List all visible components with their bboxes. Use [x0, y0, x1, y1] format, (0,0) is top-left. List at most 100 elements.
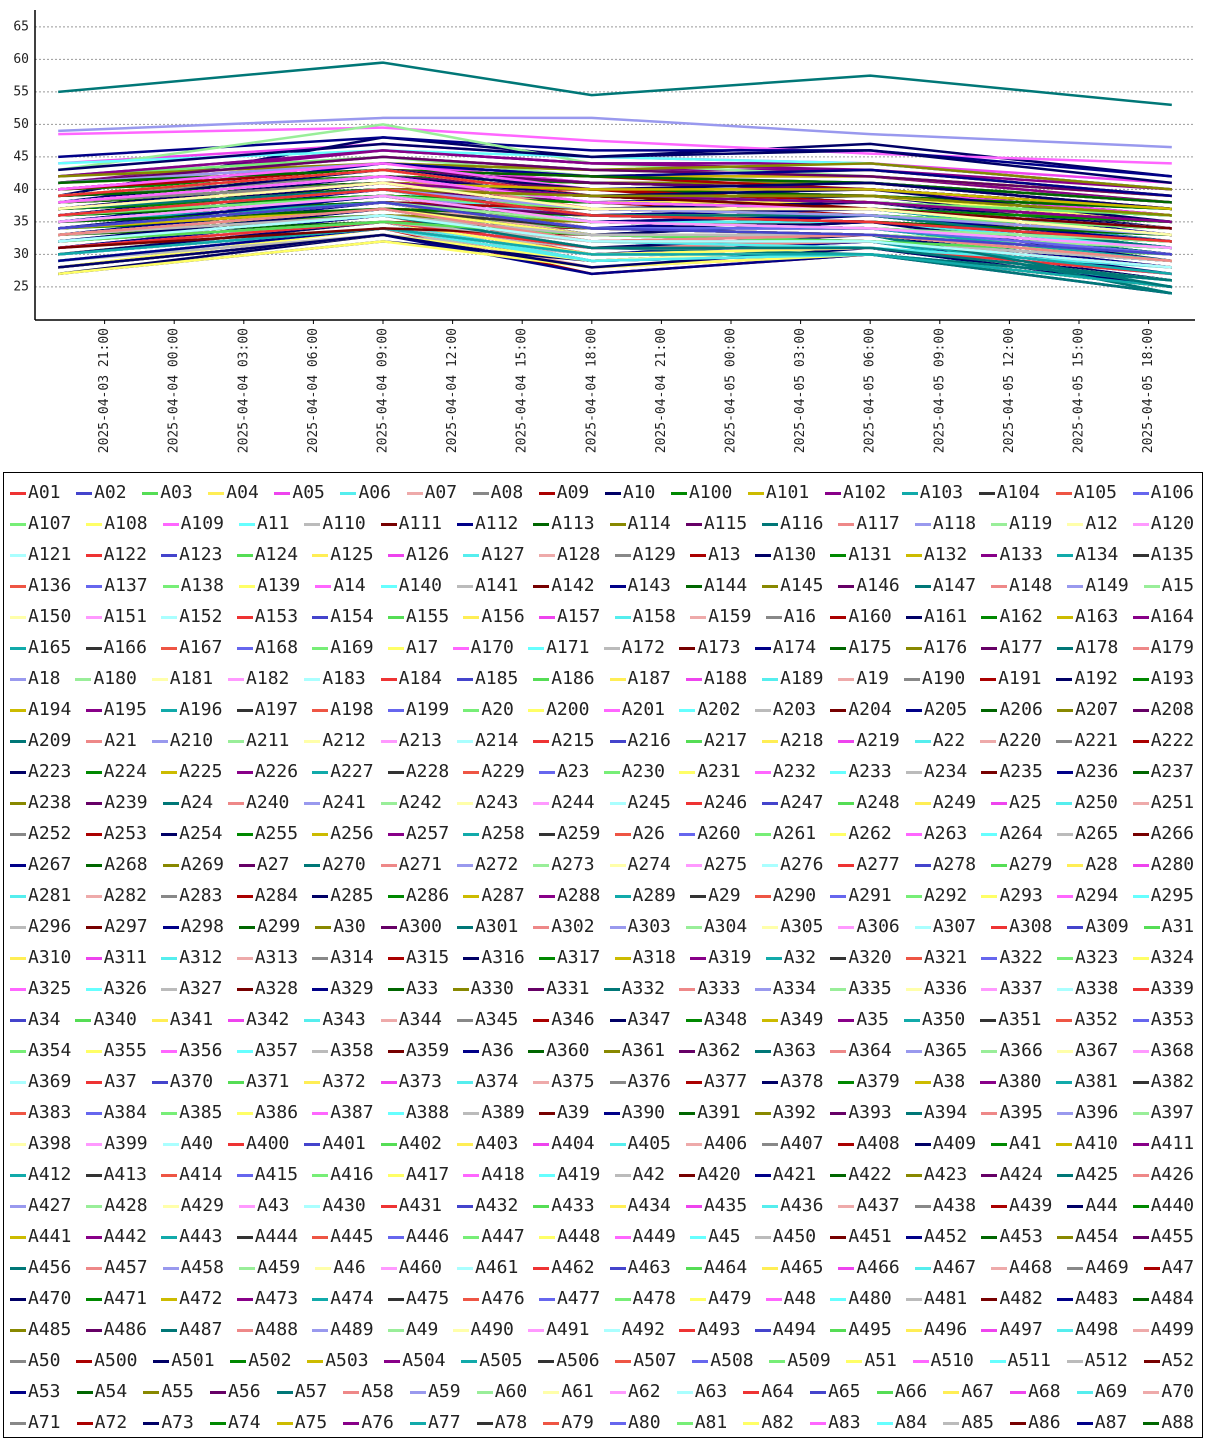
- legend-label: A157: [556, 606, 601, 627]
- legend-item: A09: [538, 477, 589, 508]
- legend-label: A125: [330, 544, 374, 565]
- legend-item: A171: [528, 632, 589, 663]
- legend-swatch: [690, 1297, 707, 1301]
- legend-label: A247: [780, 792, 824, 813]
- legend-item: A329: [312, 973, 374, 1004]
- legend-swatch: [690, 553, 707, 557]
- legend-label: A479: [708, 1288, 752, 1309]
- legend-item: A185: [456, 663, 518, 694]
- legend-swatch: [1057, 1111, 1074, 1115]
- x-tick-label: 2025-04-04 21:00: [654, 328, 669, 453]
- legend-label: A48: [783, 1288, 817, 1309]
- legend-item: A104: [978, 477, 1040, 508]
- legend-item: A238: [10, 787, 71, 818]
- legend-item: A388: [387, 1097, 449, 1128]
- legend-swatch: [914, 925, 931, 929]
- legend-item: A128: [538, 539, 600, 570]
- legend-item: A390: [603, 1097, 665, 1128]
- legend-item: A207: [1057, 694, 1118, 725]
- legend-item: A202: [679, 694, 741, 725]
- legend-item: A432: [456, 1190, 518, 1221]
- legend-swatch: [86, 522, 103, 526]
- legend-label: A57: [294, 1381, 328, 1402]
- legend-item: A509: [769, 1345, 831, 1376]
- legend-item: A344: [380, 1004, 442, 1035]
- legend-item: A304: [685, 911, 747, 942]
- legend-label: A325: [28, 978, 72, 999]
- series-line: [58, 214, 1172, 269]
- legend-label: A285: [330, 885, 374, 906]
- plot-lines: [57, 61, 1173, 295]
- legend-label: A37: [104, 1071, 137, 1092]
- legend-swatch: [978, 491, 995, 495]
- legend-swatch: [1132, 1204, 1149, 1208]
- legend-item: A370: [151, 1066, 213, 1097]
- legend-label: A175: [848, 637, 892, 658]
- legend-item: A273: [533, 849, 595, 880]
- legend-swatch: [991, 522, 1008, 526]
- legend-label: A273: [551, 854, 595, 875]
- legend-swatch: [685, 739, 702, 743]
- legend-item: A158: [614, 601, 676, 632]
- legend-swatch: [1057, 832, 1074, 836]
- legend-swatch: [304, 801, 321, 805]
- legend-item: A251: [1132, 787, 1194, 818]
- legend-swatch: [238, 863, 255, 867]
- legend-label: A77: [428, 1412, 461, 1433]
- x-tick-label: 2025-04-04 12:00: [445, 328, 460, 453]
- legend-label: A275: [703, 854, 748, 875]
- legend-label: A287: [481, 885, 525, 906]
- legend-label: A75: [294, 1412, 328, 1433]
- x-tick-label: 2025-04-04 00:00: [167, 328, 182, 453]
- legend-label: A188: [703, 668, 748, 689]
- legend-item: A57: [276, 1376, 328, 1407]
- legend-label: A410: [1074, 1133, 1118, 1154]
- legend-label: A156: [481, 606, 525, 627]
- legend-item: A56: [210, 1376, 261, 1407]
- legend-swatch: [85, 1328, 102, 1332]
- legend-label: A109: [180, 513, 224, 534]
- legend-label: A137: [104, 575, 148, 596]
- legend-label: A233: [848, 761, 892, 782]
- legend-swatch: [830, 1173, 847, 1177]
- legend-swatch: [1132, 894, 1149, 898]
- legend-item: A231: [679, 756, 741, 787]
- legend-item: A498: [1057, 1314, 1118, 1345]
- legend-label: A341: [169, 1009, 214, 1030]
- legend-item: A210: [151, 725, 213, 756]
- legend-label: A249: [932, 792, 977, 813]
- legend-item: A458: [162, 1252, 224, 1283]
- legend-item: A301: [456, 911, 518, 942]
- legend-item: A481: [905, 1283, 967, 1314]
- legend-swatch: [236, 646, 253, 650]
- legend-swatch: [210, 1421, 227, 1425]
- legend-swatch: [543, 1390, 560, 1394]
- legend-item: A63: [676, 1376, 727, 1407]
- legend-label: A196: [179, 699, 223, 720]
- legend-label: A209: [28, 730, 72, 751]
- legend-swatch: [10, 925, 26, 929]
- series-line: [58, 126, 1172, 165]
- legend-swatch: [384, 1359, 401, 1363]
- legend-item: A221: [1056, 725, 1118, 756]
- legend-item: A222: [1132, 725, 1194, 756]
- legend-swatch: [876, 1421, 893, 1425]
- legend-swatch: [387, 1173, 404, 1177]
- legend-swatch: [981, 1297, 998, 1301]
- legend-item: A234: [905, 756, 967, 787]
- legend-label: A382: [1150, 1071, 1195, 1092]
- legend-label: A344: [398, 1009, 442, 1030]
- legend-item: A129: [614, 539, 676, 570]
- legend-swatch: [85, 1049, 102, 1053]
- legend-item: A154: [312, 601, 374, 632]
- legend-label: A113: [551, 513, 595, 534]
- legend-swatch: [762, 863, 779, 867]
- legend-swatch: [538, 832, 555, 836]
- legend-swatch: [762, 739, 779, 743]
- legend-label: A269: [180, 854, 224, 875]
- legend-label: A171: [546, 637, 590, 658]
- legend-label: A56: [228, 1381, 261, 1402]
- legend-item: A189: [762, 663, 823, 694]
- legend-swatch: [1132, 553, 1149, 557]
- legend-label: A271: [398, 854, 442, 875]
